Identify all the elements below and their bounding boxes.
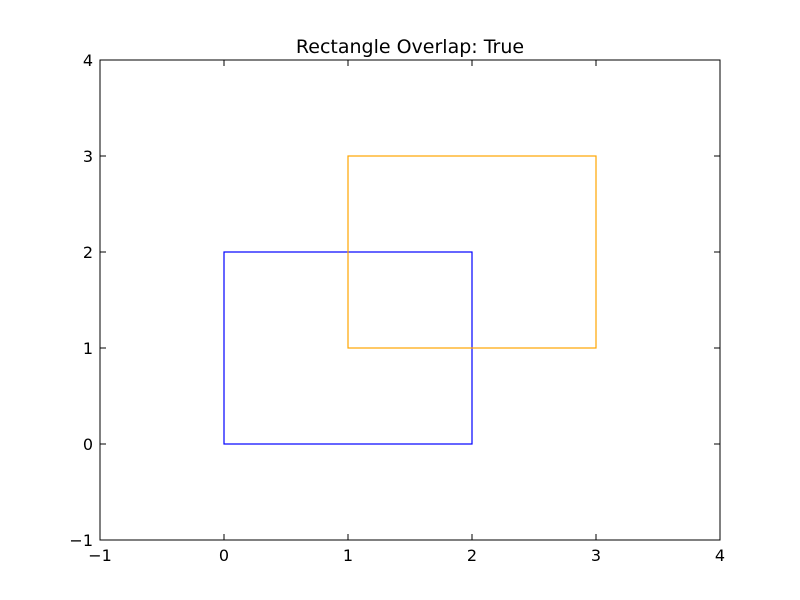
y-tick-label: 4 [83,51,93,70]
chart-tick-labels: −1 0 1 2 3 4 −1 0 1 2 3 4 [69,51,725,565]
x-tick-label: −1 [88,546,112,565]
y-tick-label: 0 [83,435,93,454]
y-tick-label: 2 [83,243,93,262]
x-tick-label: 3 [591,546,601,565]
y-tick-label: 1 [83,339,93,358]
rectangle-2 [347,155,597,349]
x-tick-label: 2 [467,546,477,565]
y-tick-label: 3 [83,147,93,166]
x-tick-label: 1 [343,546,353,565]
chart-ticks [99,59,721,541]
chart-marks [223,155,597,445]
x-tick-label: 0 [219,546,229,565]
chart-title: Rectangle Overlap: True [296,36,524,58]
y-tick-label: −1 [69,531,93,550]
axes-frame [99,59,721,541]
x-tick-label: 4 [715,546,725,565]
